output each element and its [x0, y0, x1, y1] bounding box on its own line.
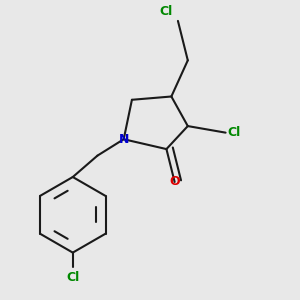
Text: N: N — [118, 133, 129, 146]
Text: Cl: Cl — [66, 271, 80, 284]
Text: Cl: Cl — [227, 126, 241, 139]
Text: O: O — [169, 176, 180, 188]
Text: Cl: Cl — [160, 4, 173, 18]
